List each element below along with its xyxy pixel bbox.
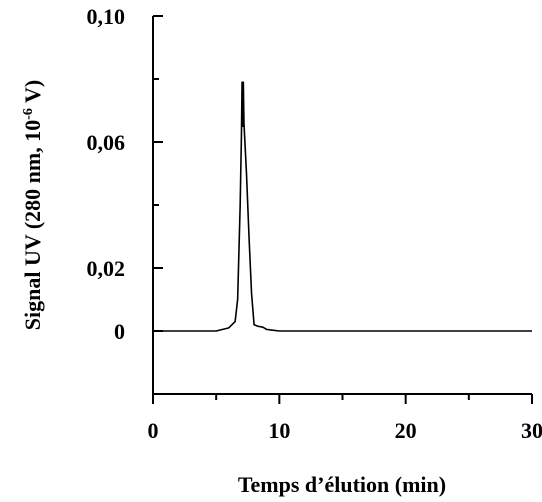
y-tick-label-1: 0,02	[87, 256, 126, 281]
x-ticks: 0 10 20 30	[148, 394, 542, 443]
x-axis-title: Temps d’élution (min)	[238, 472, 446, 497]
y-axis-title-exponent: -6	[21, 108, 36, 120]
y-axis-title-end: V)	[20, 80, 45, 108]
x-tick-label-0: 0	[148, 418, 159, 443]
x-tick-label-1: 10	[268, 418, 290, 443]
y-ticks: 0 0,02 0,06 0,10	[87, 4, 163, 344]
x-tick-label-2: 20	[395, 418, 417, 443]
y-tick-label-3: 0,10	[87, 4, 126, 29]
y-axis-title-main: Signal UV (280 nm, 10	[20, 120, 45, 330]
y-tick-label-0: 0	[114, 319, 125, 344]
x-tick-label-3: 30	[521, 418, 542, 443]
uv-signal-trace	[153, 81, 532, 332]
y-tick-label-2: 0,06	[87, 130, 126, 155]
y-axis-title: Signal UV (280 nm, 10-6 V)	[20, 80, 45, 330]
